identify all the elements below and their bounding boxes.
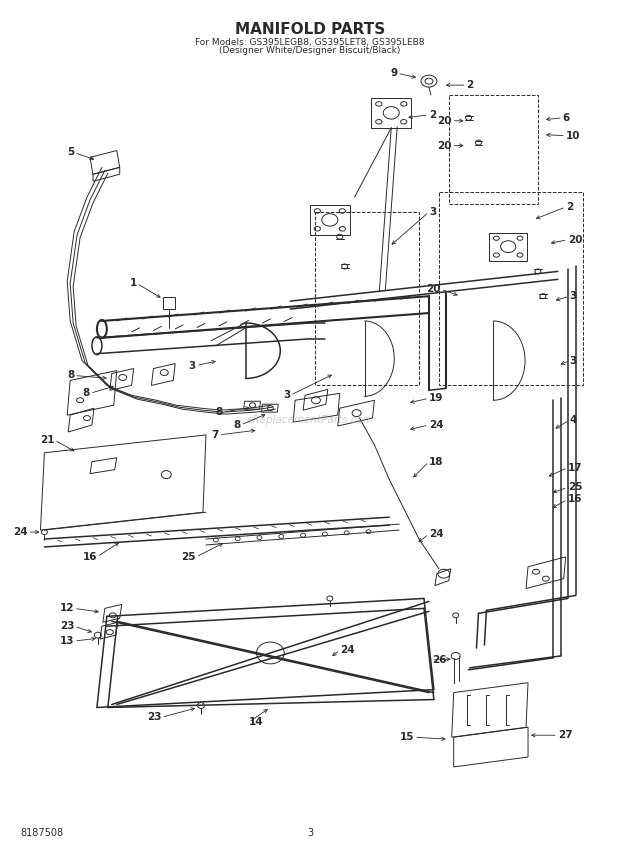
Bar — [315, 212, 419, 385]
Text: 23: 23 — [60, 621, 74, 631]
Text: 2: 2 — [429, 110, 436, 120]
Text: 21: 21 — [40, 435, 55, 445]
Text: 1: 1 — [130, 278, 136, 288]
Text: 8: 8 — [216, 407, 223, 417]
Text: MANIFOLD PARTS: MANIFOLD PARTS — [235, 21, 385, 37]
Text: 3: 3 — [307, 829, 313, 838]
Text: 10: 10 — [565, 131, 580, 140]
Text: 20: 20 — [437, 116, 452, 126]
Text: 8: 8 — [233, 420, 241, 430]
Text: 26: 26 — [432, 655, 446, 665]
Text: 3: 3 — [188, 360, 196, 371]
Text: For Models: GS395LEGB8, GS395LET8, GS395LEB8: For Models: GS395LEGB8, GS395LET8, GS395… — [195, 38, 425, 46]
Text: 24: 24 — [429, 529, 443, 539]
Text: 20: 20 — [437, 140, 452, 151]
Text: 14: 14 — [249, 717, 263, 728]
Text: 20: 20 — [568, 235, 582, 245]
Text: 24: 24 — [340, 645, 355, 655]
Text: 2: 2 — [467, 80, 474, 90]
Text: 25: 25 — [182, 552, 196, 562]
Text: 23: 23 — [147, 712, 161, 722]
Text: 16: 16 — [568, 495, 582, 504]
Text: 24: 24 — [13, 527, 27, 537]
Text: 25: 25 — [568, 483, 582, 492]
Text: 15: 15 — [399, 732, 414, 742]
Text: 9: 9 — [390, 68, 397, 78]
Text: 8: 8 — [67, 371, 74, 380]
Text: 5: 5 — [67, 147, 74, 158]
Text: 6: 6 — [563, 113, 570, 122]
Text: 27: 27 — [558, 730, 572, 740]
Text: 24: 24 — [429, 420, 443, 430]
Text: eReplacementParts.com: eReplacementParts.com — [246, 415, 374, 425]
Text: 3: 3 — [570, 355, 577, 366]
Text: 3: 3 — [570, 291, 577, 301]
Text: 18: 18 — [429, 457, 443, 467]
Text: (Designer White/Designer Biscuit/Black): (Designer White/Designer Biscuit/Black) — [219, 46, 401, 56]
Text: 13: 13 — [60, 636, 74, 646]
Text: 8187508: 8187508 — [20, 829, 64, 838]
Text: 19: 19 — [429, 393, 443, 403]
Text: 3: 3 — [283, 390, 290, 401]
Text: 4: 4 — [570, 415, 577, 425]
Text: 17: 17 — [568, 462, 582, 473]
Bar — [449, 95, 538, 204]
Text: 7: 7 — [211, 430, 219, 440]
Text: 16: 16 — [82, 552, 97, 562]
Text: 3: 3 — [429, 207, 436, 217]
Text: 20: 20 — [427, 284, 441, 294]
Text: 12: 12 — [60, 603, 74, 614]
Text: 8: 8 — [82, 389, 90, 398]
Text: 2: 2 — [565, 202, 573, 212]
Bar — [439, 192, 583, 385]
